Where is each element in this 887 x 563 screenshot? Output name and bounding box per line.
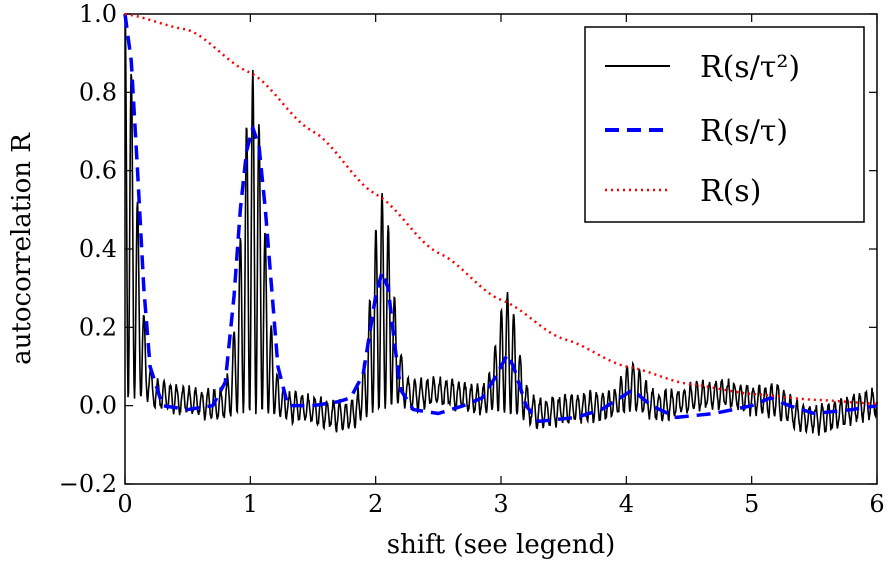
legend-label-tau2: R(s/τ²): [700, 50, 800, 85]
x-tick-label: 0: [117, 490, 132, 518]
y-tick-label: 0.2: [79, 313, 117, 341]
y-tick-label: 0.6: [79, 157, 117, 185]
series-line-tau: [123, 13, 878, 424]
x-tick-label: 6: [869, 490, 884, 518]
legend-label-tau: R(s/τ): [700, 114, 788, 149]
x-tick-label: 4: [619, 490, 634, 518]
y-tick-label: −0.2: [59, 470, 117, 498]
y-tick-label: 0.4: [79, 235, 117, 263]
series-line-tau2: [124, 13, 878, 436]
axis-ticks: 0 1 2 3 4 5 6 −0.2 0.0 0.2 0.4 0.6 0.8 1.0: [59, 0, 885, 518]
legend: R(s/τ²) R(s/τ) R(s): [584, 26, 865, 223]
x-axis-title: shift (see legend): [387, 530, 616, 560]
x-tick-label: 1: [243, 490, 258, 518]
y-tick-label: 1.0: [79, 0, 117, 28]
x-tick-label: 2: [368, 490, 383, 518]
x-tick-label: 3: [493, 490, 508, 518]
y-tick-label: 0.0: [79, 392, 117, 420]
legend-frame: [584, 26, 865, 223]
legend-label-s: R(s): [700, 174, 761, 209]
x-tick-label: 5: [744, 490, 759, 518]
series-layer: [123, 12, 878, 436]
y-tick-label: 0.8: [79, 78, 117, 106]
y-axis-title: autocorrelation R: [7, 132, 37, 365]
